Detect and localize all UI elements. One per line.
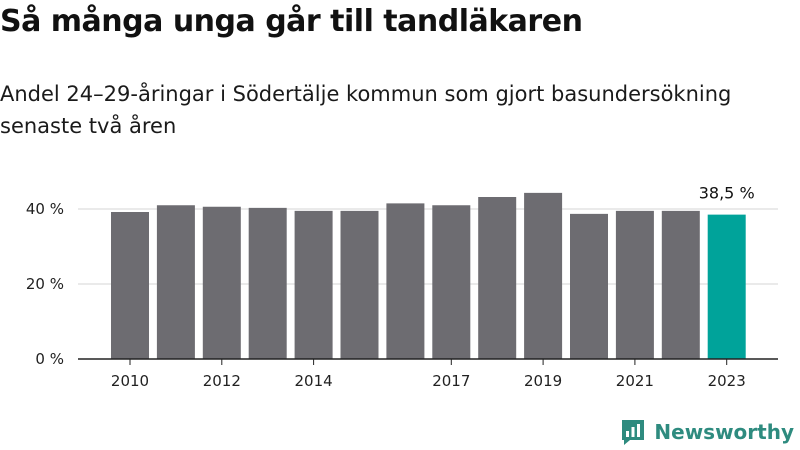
x-tick-label: 2021 bbox=[616, 372, 654, 390]
x-tick-label: 2023 bbox=[708, 372, 746, 390]
bar-chart: 0 % 20 % 40 % 2010 2012 2014 2017 2019 2021 2023 3… bbox=[26, 184, 778, 390]
bar bbox=[294, 210, 333, 359]
x-tick-label: 2010 bbox=[111, 372, 149, 390]
bar bbox=[432, 205, 471, 359]
chart-title: Så många unga går till tandläkaren bbox=[0, 4, 583, 39]
chart-subtitle: Andel 24–29-åringar i Södertälje kommun … bbox=[0, 82, 732, 138]
x-tick-label: 2019 bbox=[524, 372, 562, 390]
y-tick-label: 40 % bbox=[26, 200, 64, 218]
bar bbox=[202, 206, 241, 359]
x-tick-label: 2014 bbox=[295, 372, 333, 390]
bar bbox=[478, 197, 517, 359]
bar bbox=[156, 205, 195, 359]
y-tick-label: 0 % bbox=[35, 350, 64, 368]
newsworthy-logo-icon bbox=[622, 420, 645, 445]
bar bbox=[111, 212, 149, 359]
brand-logo: Newsworthy bbox=[620, 418, 794, 446]
bar bbox=[661, 210, 700, 359]
bar-highlight bbox=[707, 214, 746, 359]
bar bbox=[524, 192, 563, 359]
bar bbox=[386, 203, 425, 359]
x-tick-label: 2012 bbox=[203, 372, 241, 390]
bar bbox=[570, 213, 608, 359]
x-tick-label: 2017 bbox=[432, 372, 470, 390]
bar bbox=[340, 210, 379, 359]
y-tick-label: 20 % bbox=[26, 275, 64, 293]
data-label: 38,5 % bbox=[699, 184, 755, 203]
brand-name: Newsworthy bbox=[654, 420, 794, 444]
bar bbox=[615, 210, 654, 359]
bar bbox=[248, 207, 287, 359]
